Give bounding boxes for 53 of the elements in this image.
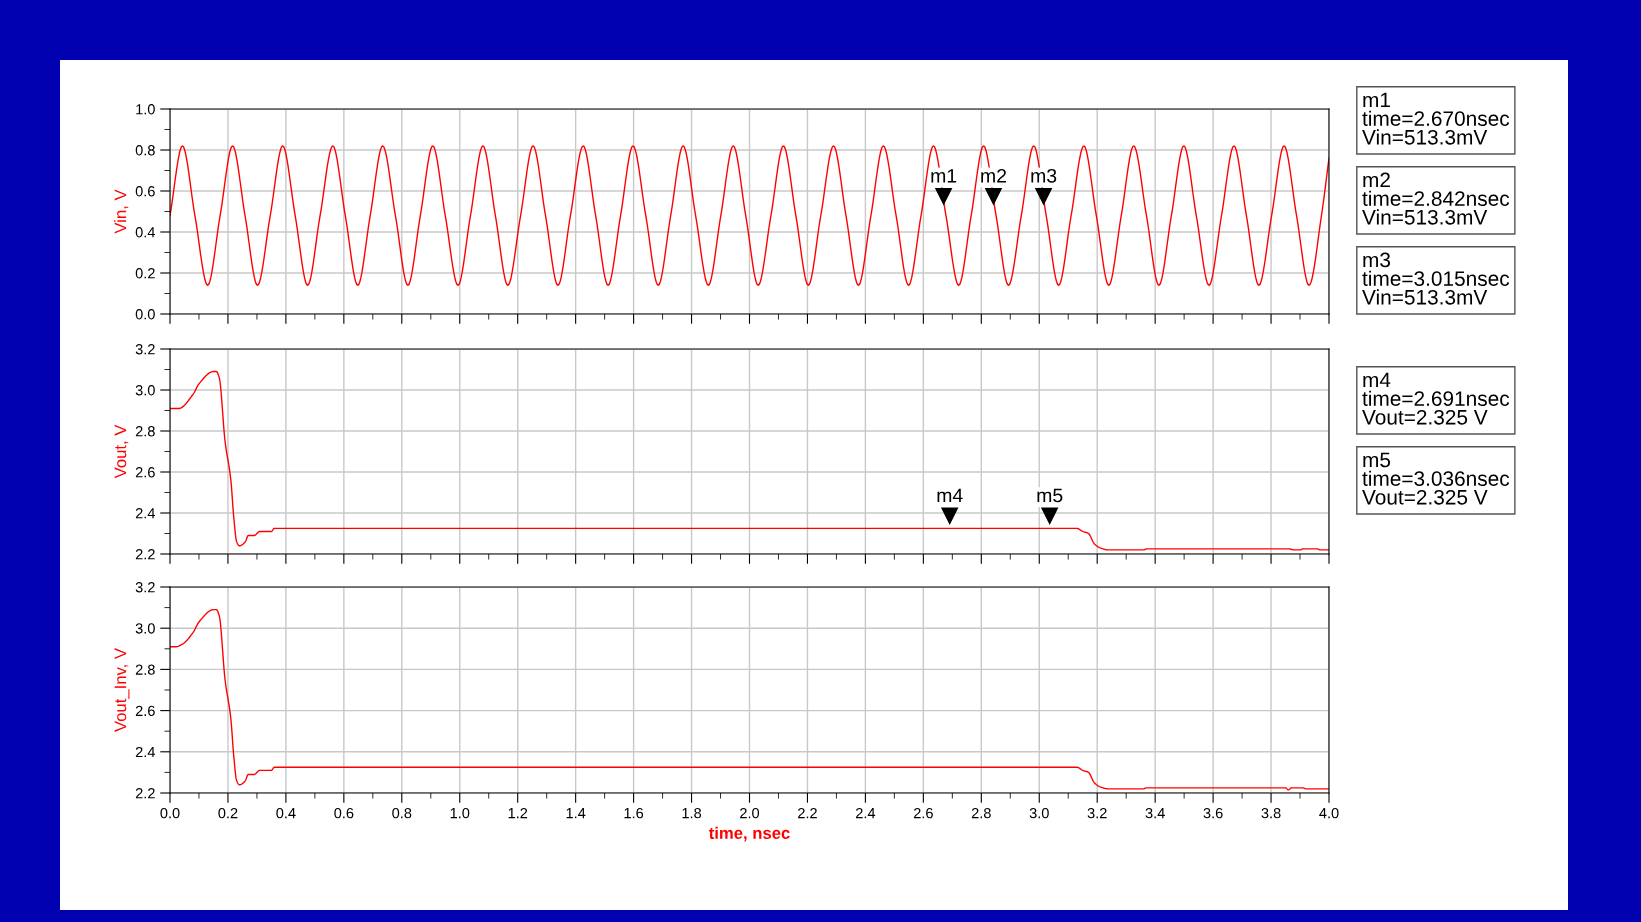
annotation: m2 [981, 168, 1006, 183]
annotation: m5 [1037, 488, 1063, 503]
y-tick-label: 1.0 [136, 104, 155, 115]
x-tick-label: 2.2 [798, 807, 817, 819]
y-axis-title: Vout_Inv, V [114, 648, 130, 732]
y-tick-label: 2.6 [135, 705, 155, 717]
y-tick-label: 0.6 [135, 186, 155, 197]
y-tick-label: 3.0 [135, 623, 155, 634]
annotation: m3 [1031, 168, 1057, 183]
x-axis-title: time, nsec [708, 826, 790, 842]
x-tick-label: 0.6 [334, 807, 354, 819]
x-tick-label: 0.4 [276, 807, 296, 819]
text: m5 time=3.036nsec Vout=2.325 V [1362, 452, 1510, 505]
x-tick-label: 2.4 [856, 807, 876, 819]
y-tick-label: 3.2 [135, 344, 155, 355]
x-tick-label: 2.8 [971, 807, 991, 819]
text: m3 time=3.015nsec Vin=513.3mV [1362, 252, 1510, 305]
x-tick-label: 3.2 [1087, 807, 1107, 819]
y-tick-label: 0.0 [135, 309, 155, 320]
y-tick-label: 2.4 [135, 746, 155, 758]
y-tick-label: 2.8 [135, 426, 155, 437]
y-tick-label: 2.6 [135, 467, 155, 478]
x-tick-label: 0.8 [392, 807, 412, 819]
text: m4 time=2.691nsec Vout=2.325 V [1362, 372, 1510, 425]
text: m2 time=2.842nsec Vin=513.3mV [1362, 172, 1510, 225]
x-tick-label: 3.0 [1029, 807, 1049, 819]
y-tick-label: 2.8 [135, 664, 155, 675]
y-tick-label: 3.0 [135, 385, 155, 396]
y-axis-title: Vout, V [114, 424, 129, 479]
x-tick-label: 1.2 [508, 807, 528, 819]
y-tick-label: 2.2 [135, 549, 155, 560]
x-tick-label: 4.0 [1319, 807, 1339, 819]
x-tick-label: 1.6 [624, 807, 644, 819]
y-tick-label: 2.2 [135, 788, 155, 799]
y-tick-label: 2.4 [135, 508, 155, 519]
x-tick-label: 2.0 [740, 807, 760, 819]
x-tick-label: 2.6 [913, 807, 933, 819]
y-tick-label: 0.8 [135, 145, 155, 156]
annotation: m4 [937, 488, 963, 503]
x-tick-label: 1.4 [566, 808, 586, 819]
text: m1 time=2.670nsec Vin=513.3mV [1362, 92, 1510, 145]
y-axis-title: Vin, V [114, 189, 129, 234]
x-tick-label: 0.0 [160, 807, 180, 819]
y-tick-label: 0.2 [135, 268, 155, 279]
x-tick-label: 1.8 [682, 807, 702, 819]
annotation: m1 [931, 169, 957, 183]
y-tick-label: 3.2 [135, 582, 155, 593]
x-tick-label: 3.6 [1203, 807, 1223, 819]
x-tick-label: 0.2 [218, 807, 238, 819]
x-tick-label: 1.0 [450, 807, 470, 819]
x-tick-label: 3.4 [1145, 807, 1165, 819]
x-tick-label: 3.8 [1261, 807, 1281, 819]
y-tick-label: 0.4 [135, 227, 155, 238]
